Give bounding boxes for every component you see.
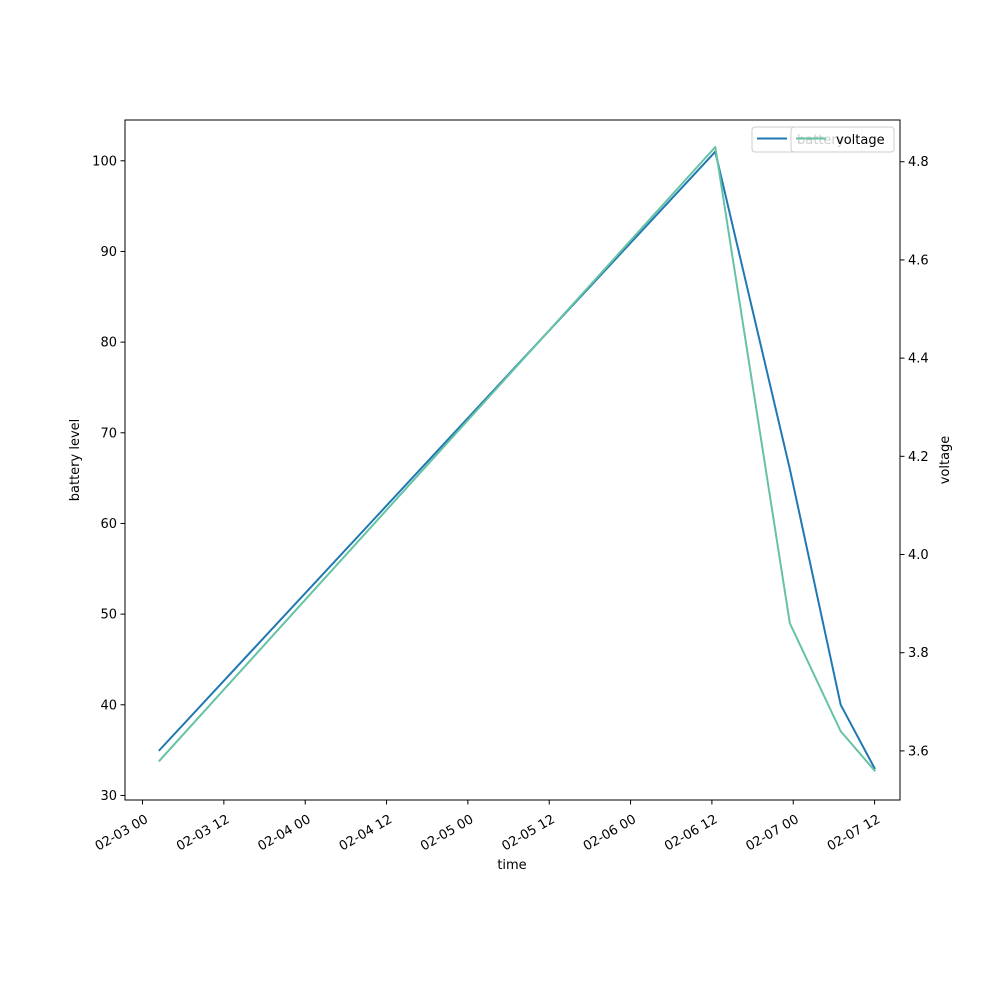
legend-voltage: voltage [790,126,895,153]
x-axis-label: time [497,858,526,873]
right-y-tick-label: 4.8 [908,155,929,170]
left-y-axis-ticks: 30 40 50 60 70 80 90 100 [92,154,125,804]
legend-voltage-label: voltage [836,133,885,148]
left-y-tick-label: 30 [100,789,117,804]
left-y-tick-label: 100 [92,154,117,169]
left-y-tick-label: 40 [100,698,117,713]
left-y-tick-label: 70 [100,426,117,441]
left-y-tick-label: 80 [100,336,117,351]
right-y-tick-label: 3.6 [908,744,929,759]
right-y-axis-ticks: 3.6 3.8 4.0 4.2 4.4 4.6 4.8 [900,155,929,759]
left-y-tick-label: 60 [100,517,117,532]
right-y-tick-label: 3.8 [908,646,929,661]
legend-voltage-box [790,126,895,153]
series-layer [158,146,876,772]
right-y-axis-label: voltage [938,436,953,485]
left-y-tick-label: 50 [100,608,117,623]
plot-frame [124,119,901,801]
right-y-tick-label: 4.6 [908,253,929,268]
series-line-voltage [158,146,876,772]
left-y-axis-label: battery level [68,419,83,502]
left-y-tick-label: 90 [100,245,117,260]
right-y-tick-label: 4.0 [908,548,929,563]
right-y-tick-label: 4.2 [908,450,929,465]
right-y-tick-label: 4.4 [908,352,929,367]
